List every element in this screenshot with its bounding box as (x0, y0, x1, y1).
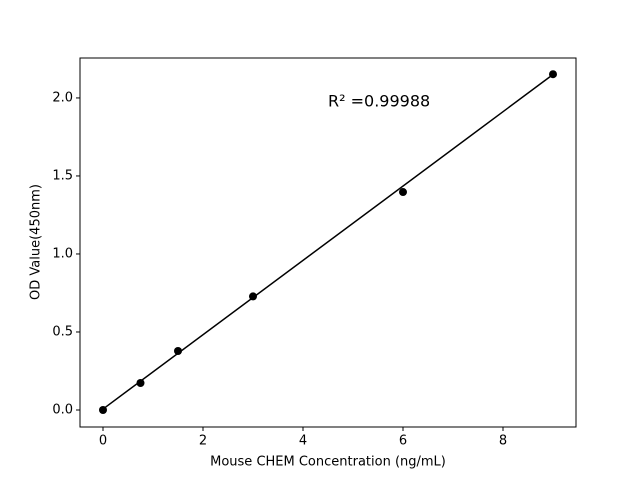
x-tick-label: 0 (99, 434, 107, 449)
y-tick-label: 2.0 (52, 90, 73, 105)
annotation: R² =0.99988 (328, 92, 430, 111)
y-tick-label: 1.0 (52, 246, 73, 261)
y-axis-label: OD Value(450nm) (29, 184, 44, 300)
y-tick-label: 0.0 (52, 402, 73, 417)
x-tick-label: 4 (299, 434, 307, 449)
y-tick-label: 1.5 (52, 168, 73, 183)
x-tick-label: 6 (399, 434, 407, 449)
x-axis-label: Mouse CHEM Concentration (ng/mL) (210, 455, 446, 470)
y-tick-label: 0.5 (52, 324, 73, 339)
data-point (136, 379, 145, 388)
x-tick-label: 2 (199, 434, 207, 449)
data-point (174, 347, 182, 356)
data-point (399, 188, 407, 197)
fit-line (102, 73, 554, 410)
x-tick-label: 8 (499, 434, 507, 449)
plot-frame (79, 57, 577, 428)
